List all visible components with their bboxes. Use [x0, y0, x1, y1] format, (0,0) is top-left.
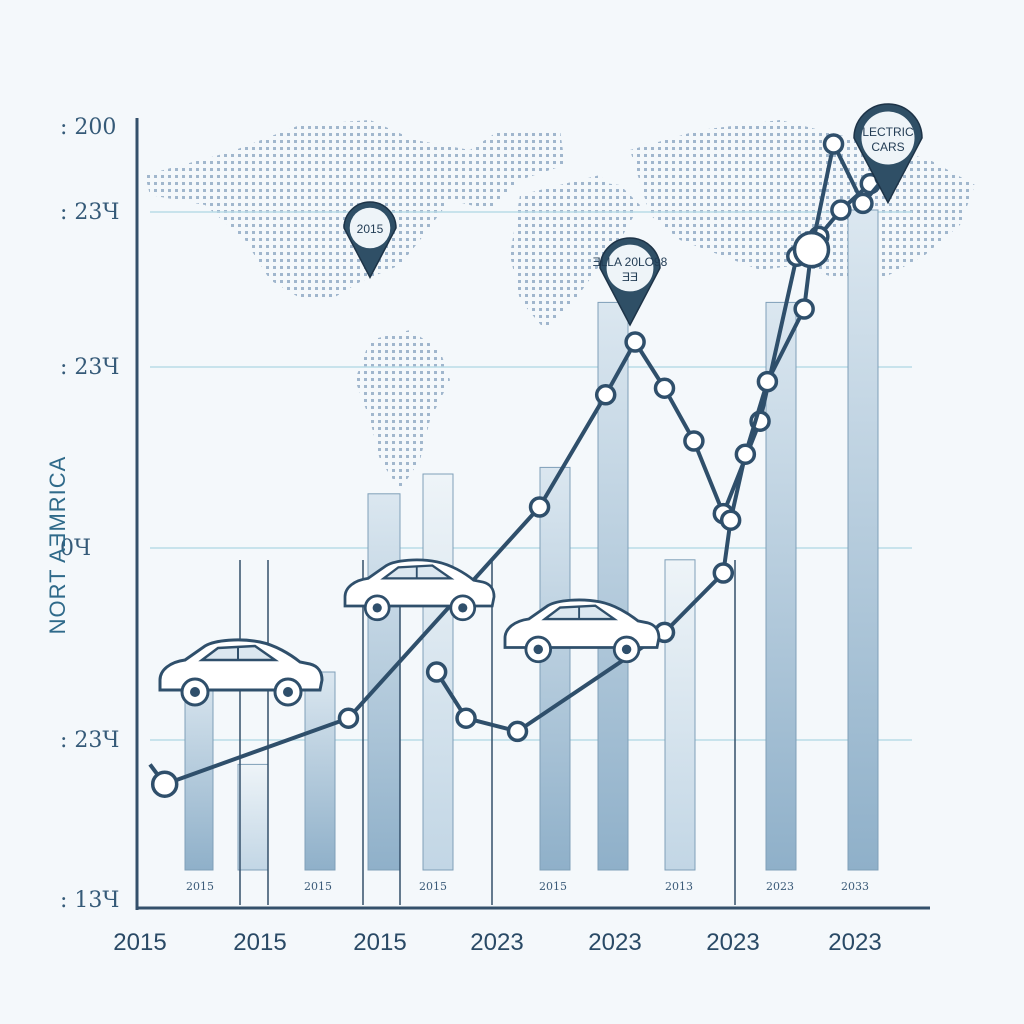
data-point	[852, 192, 874, 215]
x-tick-label: 2015	[353, 929, 406, 956]
data-point	[425, 661, 448, 683]
bar	[304, 671, 336, 871]
data-point	[830, 199, 852, 221]
bar-label: 2033	[841, 880, 869, 893]
data-point	[150, 770, 179, 798]
bar-label: 2015	[186, 880, 214, 893]
y-tick-label: : 13Ч	[60, 888, 119, 913]
data-point	[683, 430, 705, 452]
data-point	[712, 562, 735, 584]
y-tick-label: : 200	[60, 115, 116, 140]
data-point	[337, 707, 360, 729]
series-line	[148, 182, 872, 787]
bar-label: 2015	[419, 880, 447, 893]
data-point	[734, 443, 757, 465]
y-tick-label: : 23Ч	[60, 728, 119, 753]
vertical-dividers	[239, 560, 736, 905]
data-point	[822, 133, 845, 155]
y-axis-label: NORT AƎMRICA	[45, 456, 70, 635]
data-point	[793, 298, 815, 320]
car-icon	[158, 638, 324, 707]
bar-label: 2015	[304, 880, 332, 893]
bar	[539, 466, 571, 871]
data-point	[792, 230, 831, 269]
data-point	[506, 720, 529, 743]
data-point	[719, 509, 742, 531]
x-tick-label: 2023	[470, 929, 523, 956]
pin-label: LECTRIC	[862, 125, 914, 139]
x-tick-label: 2015	[113, 929, 166, 956]
bar	[664, 559, 696, 871]
data-point	[624, 331, 646, 353]
y-tick-label: 0Ч	[60, 536, 91, 561]
bar-labels: 2015 2015 2015 2015 2013 2023 2033	[186, 880, 869, 893]
x-tick-label: 2023	[706, 929, 759, 956]
bar	[847, 209, 879, 871]
bar-label: 2013	[665, 880, 693, 893]
data-point	[653, 377, 676, 399]
y-tick-label: : 23Ч	[60, 355, 119, 380]
pin-sublabel: CARS	[871, 140, 904, 154]
x-tick-label: 2015	[233, 929, 286, 956]
x-tick-label: 2023	[828, 929, 881, 956]
x-tick-labels: 2015 2015 2015 2023 2023 2023 2023	[113, 929, 881, 956]
data-point	[455, 707, 477, 729]
car-icon	[503, 598, 661, 664]
pin-sublabel: ƎƎ	[622, 270, 638, 284]
data-point	[756, 370, 779, 393]
pin-label: 2015	[357, 222, 384, 236]
bar-label: 2015	[539, 880, 567, 893]
bar	[765, 301, 797, 871]
data-point	[594, 384, 617, 406]
y-tick-labels: : 200 : 23Ч : 23Ч 0Ч : 23Ч : 13Ч	[60, 115, 119, 913]
cars	[158, 558, 661, 707]
data-point	[528, 496, 551, 518]
location-pin-icon: 2015	[343, 201, 397, 280]
pin-label: ƎLLA 20LO98	[593, 255, 668, 269]
bar-label: 2023	[766, 880, 794, 893]
bar	[237, 763, 269, 871]
y-tick-label: : 23Ч	[60, 200, 119, 225]
x-tick-label: 2023	[588, 929, 641, 956]
car-icon	[343, 558, 496, 622]
